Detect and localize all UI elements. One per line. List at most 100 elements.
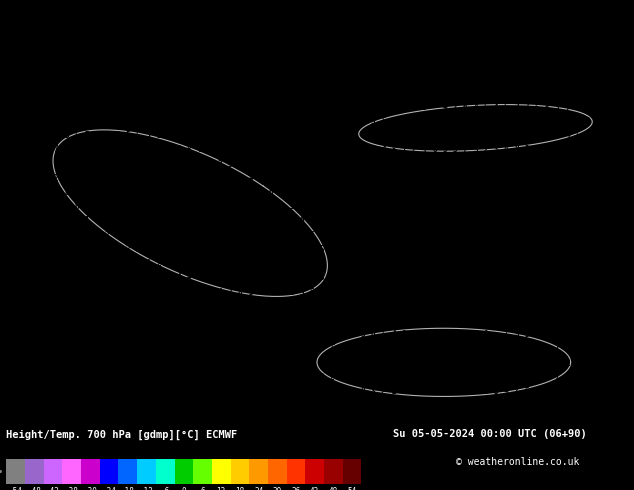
Text: 3: 3 bbox=[545, 18, 549, 26]
Text: 3: 3 bbox=[126, 74, 130, 83]
Text: 3: 3 bbox=[95, 288, 100, 296]
Text: 3: 3 bbox=[115, 231, 120, 240]
Text: 8: 8 bbox=[320, 117, 325, 126]
Text: 6: 6 bbox=[576, 288, 580, 296]
Text: +: + bbox=[555, 231, 560, 240]
Text: 2: 2 bbox=[136, 188, 140, 197]
Text: +: + bbox=[217, 74, 222, 83]
Text: 4: 4 bbox=[54, 60, 58, 69]
Text: 2: 2 bbox=[504, 344, 508, 353]
Text: 3: 3 bbox=[279, 401, 283, 410]
Text: 3: 3 bbox=[126, 117, 130, 126]
Text: 5: 5 bbox=[545, 103, 549, 112]
Text: 5: 5 bbox=[606, 344, 611, 353]
FancyBboxPatch shape bbox=[100, 460, 119, 484]
Text: 5: 5 bbox=[391, 146, 396, 154]
Text: 2: 2 bbox=[320, 401, 325, 410]
Text: 2: 2 bbox=[13, 288, 18, 296]
Text: 3: 3 bbox=[34, 359, 38, 368]
Text: 5: 5 bbox=[534, 359, 539, 368]
Text: 3: 3 bbox=[289, 344, 294, 353]
Text: 6: 6 bbox=[64, 373, 68, 382]
Text: 7: 7 bbox=[126, 302, 130, 311]
Text: 3: 3 bbox=[596, 46, 600, 55]
Text: 2: 2 bbox=[44, 259, 48, 268]
Text: +: + bbox=[565, 259, 570, 268]
Text: 4: 4 bbox=[340, 359, 345, 368]
Text: 4: 4 bbox=[351, 217, 355, 225]
Text: 5: 5 bbox=[84, 387, 89, 396]
Text: 5: 5 bbox=[463, 273, 467, 282]
Text: -: - bbox=[545, 46, 549, 55]
Text: 1: 1 bbox=[504, 74, 508, 83]
Text: 2: 2 bbox=[576, 302, 580, 311]
Text: 3: 3 bbox=[299, 387, 304, 396]
Text: 3: 3 bbox=[586, 273, 590, 282]
Text: 3: 3 bbox=[34, 174, 38, 183]
Text: 8: 8 bbox=[514, 416, 519, 424]
Text: 3: 3 bbox=[34, 74, 38, 83]
Text: 3: 3 bbox=[473, 74, 478, 83]
Text: 6: 6 bbox=[545, 401, 549, 410]
Text: 2: 2 bbox=[136, 146, 140, 154]
Text: 7: 7 bbox=[279, 46, 283, 55]
Text: 3: 3 bbox=[23, 373, 28, 382]
Text: 1: 1 bbox=[126, 3, 130, 12]
Text: 8: 8 bbox=[156, 387, 161, 396]
Text: 5: 5 bbox=[84, 330, 89, 339]
Text: 4: 4 bbox=[494, 103, 498, 112]
Text: 1: 1 bbox=[146, 188, 150, 197]
Text: 4: 4 bbox=[54, 3, 58, 12]
Text: 3: 3 bbox=[23, 245, 28, 254]
Text: 5: 5 bbox=[44, 416, 48, 424]
Text: 0: 0 bbox=[381, 259, 385, 268]
Text: 4: 4 bbox=[166, 131, 171, 140]
Text: 3: 3 bbox=[483, 373, 488, 382]
Text: 8: 8 bbox=[248, 103, 253, 112]
Text: 0: 0 bbox=[217, 344, 222, 353]
Text: 5: 5 bbox=[289, 103, 294, 112]
Text: 0: 0 bbox=[136, 302, 140, 311]
Text: 5: 5 bbox=[391, 188, 396, 197]
Text: 8: 8 bbox=[473, 117, 478, 126]
Text: +: + bbox=[197, 3, 202, 12]
Text: 6: 6 bbox=[371, 330, 375, 339]
Text: 3: 3 bbox=[238, 416, 243, 424]
Text: 5: 5 bbox=[514, 330, 519, 339]
Text: 2: 2 bbox=[289, 416, 294, 424]
Text: 4: 4 bbox=[463, 32, 467, 41]
Text: 5: 5 bbox=[238, 103, 243, 112]
Text: +: + bbox=[228, 103, 232, 112]
Text: +: + bbox=[23, 60, 28, 69]
Text: 8: 8 bbox=[228, 302, 232, 311]
Text: 5: 5 bbox=[156, 202, 161, 211]
Text: 1: 1 bbox=[443, 32, 447, 41]
Text: 4: 4 bbox=[412, 46, 417, 55]
Text: 2: 2 bbox=[259, 401, 263, 410]
Text: +: + bbox=[391, 217, 396, 225]
Text: 4: 4 bbox=[545, 160, 549, 169]
Text: 3: 3 bbox=[473, 46, 478, 55]
Text: 4: 4 bbox=[95, 273, 100, 282]
Text: 4: 4 bbox=[259, 160, 263, 169]
Text: -: - bbox=[44, 359, 48, 368]
Text: 2: 2 bbox=[596, 245, 600, 254]
Text: 7: 7 bbox=[105, 387, 110, 396]
Text: 4: 4 bbox=[95, 344, 100, 353]
Text: 5: 5 bbox=[187, 131, 191, 140]
Text: 3: 3 bbox=[453, 3, 457, 12]
Text: +: + bbox=[555, 401, 560, 410]
Text: 5: 5 bbox=[115, 359, 120, 368]
Text: 4: 4 bbox=[269, 259, 273, 268]
Text: 2: 2 bbox=[606, 217, 611, 225]
Text: 5: 5 bbox=[494, 60, 498, 69]
Text: 6: 6 bbox=[616, 46, 621, 55]
Text: 6: 6 bbox=[248, 359, 253, 368]
Text: 5: 5 bbox=[54, 316, 58, 325]
Text: 3: 3 bbox=[606, 146, 611, 154]
Text: 4: 4 bbox=[616, 387, 621, 396]
Text: 36: 36 bbox=[292, 487, 301, 490]
Text: 2: 2 bbox=[84, 74, 89, 83]
Text: 5: 5 bbox=[483, 273, 488, 282]
Text: 4: 4 bbox=[228, 131, 232, 140]
